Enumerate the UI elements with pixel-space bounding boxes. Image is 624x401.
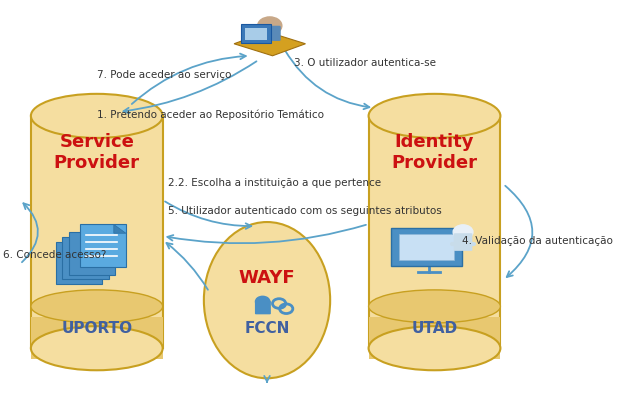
Ellipse shape [31, 326, 163, 371]
FancyBboxPatch shape [245, 28, 267, 41]
FancyBboxPatch shape [56, 243, 102, 284]
Text: UTAD: UTAD [411, 320, 457, 335]
Text: 7. Pode aceder ao serviço: 7. Pode aceder ao serviço [97, 70, 231, 80]
Polygon shape [114, 225, 126, 234]
Text: 2.2. Escolha a instituição a que pertence: 2.2. Escolha a instituição a que pertenc… [168, 178, 381, 188]
Circle shape [258, 18, 282, 35]
Bar [31, 117, 163, 348]
FancyBboxPatch shape [399, 235, 454, 260]
Ellipse shape [369, 326, 500, 371]
Ellipse shape [204, 223, 330, 378]
Text: 6. Concede acesso?: 6. Concede acesso? [4, 249, 107, 259]
Ellipse shape [369, 95, 500, 139]
FancyBboxPatch shape [255, 301, 271, 314]
FancyBboxPatch shape [454, 234, 472, 251]
Text: FCCN: FCCN [245, 320, 290, 335]
Bar [369, 117, 500, 348]
Text: UPORTO: UPORTO [61, 320, 132, 335]
Ellipse shape [369, 290, 500, 323]
Ellipse shape [31, 290, 163, 323]
Text: 5. Utilizador autenticado com os seguintes atributos: 5. Utilizador autenticado com os seguint… [168, 205, 442, 215]
FancyBboxPatch shape [241, 25, 271, 43]
Text: Identity
Provider: Identity Provider [391, 133, 477, 171]
Polygon shape [234, 32, 306, 57]
Bar [31, 318, 163, 359]
FancyBboxPatch shape [391, 229, 462, 266]
FancyBboxPatch shape [260, 27, 281, 42]
FancyBboxPatch shape [62, 238, 109, 279]
Text: 4. Validação da autenticação: 4. Validação da autenticação [462, 235, 613, 245]
Circle shape [453, 225, 473, 240]
Text: WAYF: WAYF [239, 268, 295, 286]
Text: 3. O utilizador autentica-se: 3. O utilizador autentica-se [295, 58, 436, 68]
Text: Service
Provider: Service Provider [54, 133, 140, 171]
Text: 1. Pretendo aceder ao Repositório Temático: 1. Pretendo aceder ao Repositório Temáti… [97, 109, 324, 120]
Circle shape [255, 297, 270, 307]
FancyBboxPatch shape [69, 233, 115, 275]
Bar [369, 318, 500, 359]
FancyBboxPatch shape [80, 225, 127, 267]
Ellipse shape [31, 95, 163, 139]
